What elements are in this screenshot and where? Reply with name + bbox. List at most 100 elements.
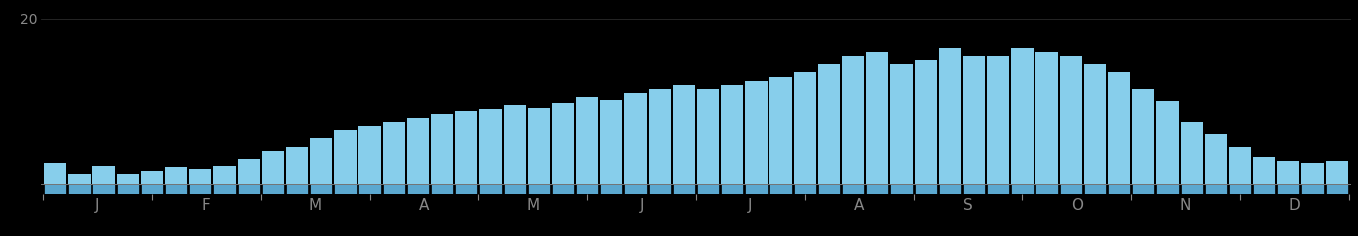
Bar	[383, 122, 405, 184]
Bar	[1108, 72, 1130, 184]
Bar	[1180, 184, 1203, 194]
Bar	[43, 163, 67, 184]
Bar	[334, 130, 357, 184]
Bar	[818, 184, 841, 194]
Bar	[334, 184, 357, 194]
Bar	[287, 184, 308, 194]
Bar	[1133, 184, 1154, 194]
Bar	[746, 81, 767, 184]
Bar	[238, 159, 259, 184]
Bar	[1059, 56, 1082, 184]
Bar	[310, 138, 333, 184]
Bar	[166, 184, 187, 194]
Bar	[1012, 48, 1033, 184]
Bar	[963, 184, 985, 194]
Bar	[1133, 89, 1154, 184]
Bar	[1205, 134, 1226, 184]
Bar	[963, 56, 985, 184]
Bar	[1253, 157, 1275, 184]
Bar	[891, 64, 913, 184]
Bar	[818, 64, 841, 184]
Bar	[141, 171, 163, 184]
Bar	[68, 174, 91, 184]
Bar	[770, 76, 792, 184]
Bar	[866, 52, 888, 184]
Bar	[697, 184, 720, 194]
Bar	[987, 184, 1009, 194]
Bar	[914, 60, 937, 184]
Bar	[842, 184, 864, 194]
Bar	[407, 118, 429, 184]
Bar	[359, 126, 380, 184]
Bar	[455, 184, 478, 194]
Bar	[262, 151, 284, 184]
Bar	[430, 184, 454, 194]
Bar	[1059, 184, 1082, 194]
Bar	[479, 110, 501, 184]
Bar	[213, 165, 236, 184]
Bar	[866, 184, 888, 194]
Bar	[92, 184, 114, 194]
Bar	[92, 165, 114, 184]
Bar	[1253, 184, 1275, 194]
Bar	[576, 97, 599, 184]
Bar	[359, 184, 380, 194]
Bar	[1084, 184, 1105, 194]
Bar	[746, 184, 767, 194]
Bar	[576, 184, 599, 194]
Bar	[262, 184, 284, 194]
Bar	[407, 184, 429, 194]
Bar	[238, 184, 259, 194]
Bar	[189, 169, 212, 184]
Bar	[430, 114, 454, 184]
Bar	[189, 184, 212, 194]
Bar	[1229, 184, 1251, 194]
Bar	[504, 184, 526, 194]
Bar	[43, 184, 67, 194]
Bar	[455, 111, 478, 184]
Bar	[117, 174, 139, 184]
Bar	[625, 184, 646, 194]
Bar	[1278, 160, 1300, 184]
Bar	[625, 93, 646, 184]
Bar	[891, 184, 913, 194]
Bar	[1205, 184, 1226, 194]
Bar	[1301, 184, 1324, 194]
Bar	[600, 100, 622, 184]
Bar	[1012, 184, 1033, 194]
Bar	[479, 184, 501, 194]
Bar	[721, 184, 743, 194]
Bar	[1035, 184, 1058, 194]
Bar	[1180, 122, 1203, 184]
Bar	[672, 85, 695, 184]
Bar	[793, 184, 816, 194]
Bar	[697, 89, 720, 184]
Bar	[1084, 64, 1105, 184]
Bar	[938, 184, 961, 194]
Bar	[793, 72, 816, 184]
Bar	[1229, 147, 1251, 184]
Bar	[1325, 184, 1348, 194]
Bar	[1108, 184, 1130, 194]
Bar	[213, 184, 236, 194]
Bar	[551, 184, 574, 194]
Bar	[1156, 184, 1179, 194]
Bar	[528, 108, 550, 184]
Bar	[287, 147, 308, 184]
Bar	[938, 48, 961, 184]
Bar	[649, 184, 671, 194]
Bar	[528, 184, 550, 194]
Bar	[166, 167, 187, 184]
Bar	[68, 184, 91, 194]
Bar	[1325, 160, 1348, 184]
Bar	[842, 56, 864, 184]
Bar	[383, 184, 405, 194]
Bar	[987, 56, 1009, 184]
Bar	[1301, 163, 1324, 184]
Bar	[770, 184, 792, 194]
Bar	[504, 105, 526, 184]
Bar	[551, 103, 574, 184]
Bar	[1278, 184, 1300, 194]
Bar	[141, 184, 163, 194]
Bar	[672, 184, 695, 194]
